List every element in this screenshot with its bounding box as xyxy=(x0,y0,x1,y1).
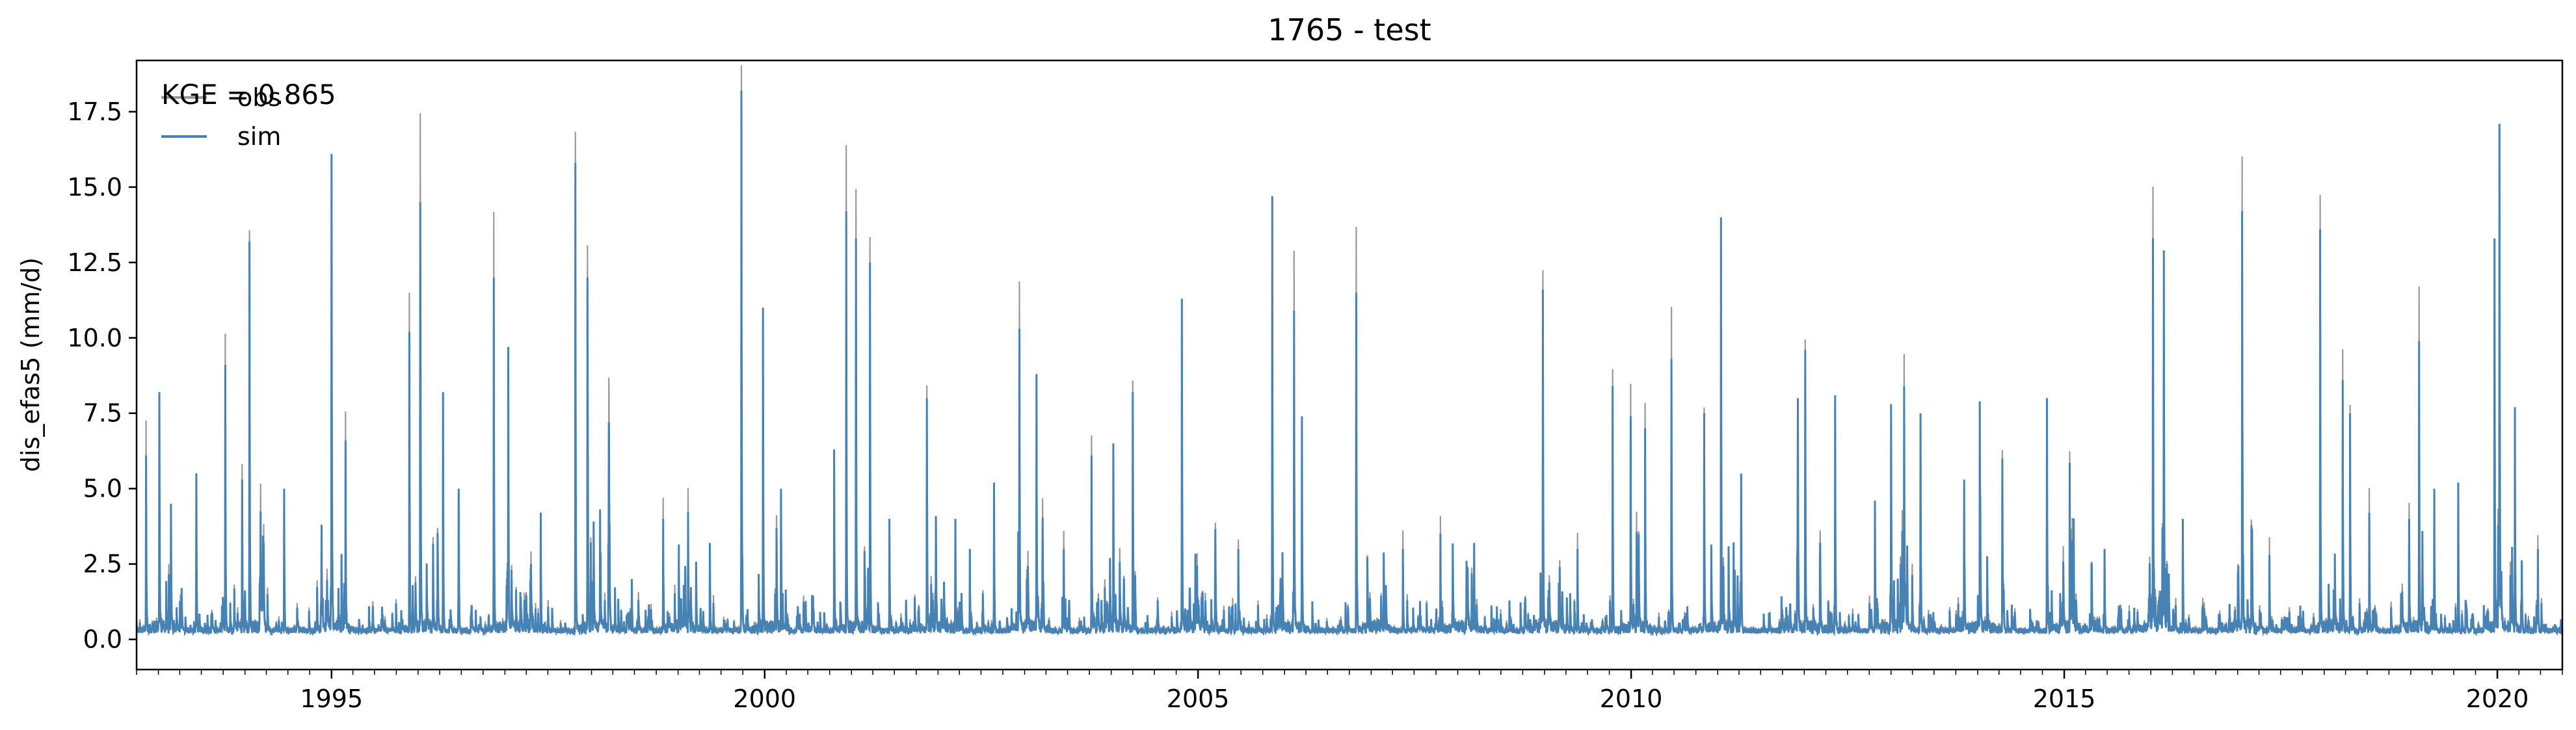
kge-annotation: KGE = 0.865 xyxy=(161,79,336,111)
y-tick-label: 7.5 xyxy=(83,399,122,428)
y-tick-label: 2.5 xyxy=(83,550,122,579)
x-tick-label: 2010 xyxy=(1600,684,1663,713)
legend-obs-label: obs xyxy=(237,83,281,112)
chart-title: 1765 - test xyxy=(1268,12,1431,47)
y-axis: 0.0 2.5 5.0 7.5 10.0 12.5 15.0 17.5 xyxy=(67,98,137,654)
x-axis: 1995 2000 2005 2010 2015 2020 xyxy=(136,670,2563,713)
x-tick-label: 2000 xyxy=(733,684,796,713)
y-tick-label: 12.5 xyxy=(67,248,122,277)
x-tick-label: 2020 xyxy=(2466,684,2529,713)
legend: obs sim xyxy=(161,83,281,151)
y-axis-label: dis_efas5 (mm/d) xyxy=(16,257,45,472)
y-tick-label: 15.0 xyxy=(67,173,122,202)
x-tick-label: 2015 xyxy=(2033,684,2096,713)
sim-series-layer xyxy=(135,90,2564,637)
y-tick-label: 17.5 xyxy=(67,98,122,126)
x-tick-label: 2005 xyxy=(1167,684,1230,713)
series-line-sim xyxy=(135,90,2564,637)
x-tick-label: 1995 xyxy=(300,684,363,713)
y-tick-label: 10.0 xyxy=(67,324,122,352)
y-tick-label: 0.0 xyxy=(83,625,122,654)
y-tick-label: 5.0 xyxy=(83,475,122,503)
legend-sim-label: sim xyxy=(237,122,281,151)
